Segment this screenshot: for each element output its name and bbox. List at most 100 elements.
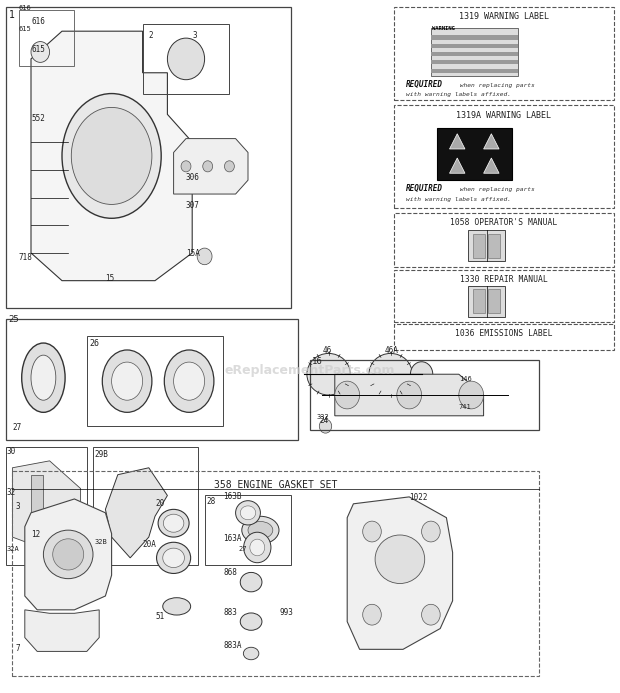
Bar: [437, 128, 511, 180]
Polygon shape: [105, 468, 167, 558]
Bar: [12, 471, 539, 676]
Bar: [473, 289, 485, 313]
Bar: [431, 52, 518, 56]
Circle shape: [31, 42, 50, 62]
Bar: [6, 7, 291, 308]
Polygon shape: [25, 499, 112, 610]
Text: 24: 24: [319, 416, 329, 425]
Circle shape: [250, 539, 265, 556]
Text: 1319 WARNING LABEL: 1319 WARNING LABEL: [459, 12, 549, 21]
Text: 26: 26: [90, 340, 100, 349]
Bar: [6, 319, 298, 440]
Ellipse shape: [369, 353, 412, 395]
Text: 1058 OPERATOR'S MANUAL: 1058 OPERATOR'S MANUAL: [450, 218, 557, 227]
Bar: [488, 289, 500, 313]
Ellipse shape: [242, 516, 279, 544]
Text: 332: 332: [316, 414, 329, 420]
Bar: [468, 286, 505, 317]
Text: 615: 615: [19, 26, 32, 32]
Ellipse shape: [241, 613, 262, 631]
Bar: [19, 10, 74, 66]
Bar: [205, 495, 291, 565]
Bar: [31, 527, 40, 558]
Text: 1330 REPAIR MANUAL: 1330 REPAIR MANUAL: [460, 275, 547, 284]
Text: 718: 718: [19, 253, 32, 262]
Text: 358 ENGINE GASKET SET: 358 ENGINE GASKET SET: [215, 480, 337, 489]
Text: 1319A WARNING LABEL: 1319A WARNING LABEL: [456, 111, 551, 120]
Circle shape: [197, 248, 212, 265]
Polygon shape: [450, 134, 465, 149]
Ellipse shape: [248, 522, 273, 539]
Bar: [394, 105, 614, 208]
Text: 552: 552: [31, 114, 45, 123]
Text: REQUIRED: REQUIRED: [406, 184, 443, 193]
Circle shape: [203, 161, 213, 172]
Ellipse shape: [31, 355, 56, 400]
Bar: [394, 324, 614, 350]
Text: 883: 883: [223, 608, 237, 617]
Ellipse shape: [158, 509, 189, 537]
Text: 51: 51: [155, 612, 164, 621]
Bar: [310, 360, 539, 430]
Text: 146: 146: [459, 376, 472, 382]
Bar: [394, 270, 614, 322]
Text: when replacing parts: when replacing parts: [456, 186, 534, 191]
Text: 3: 3: [16, 502, 20, 511]
Polygon shape: [484, 158, 499, 173]
Bar: [143, 24, 229, 94]
Text: 1: 1: [9, 10, 15, 20]
Text: 46A: 46A: [384, 346, 398, 356]
Bar: [93, 447, 198, 565]
Text: 306: 306: [186, 173, 200, 182]
Ellipse shape: [112, 362, 143, 400]
Circle shape: [410, 362, 433, 387]
Circle shape: [167, 38, 205, 80]
Text: 993: 993: [279, 608, 293, 617]
Text: 27: 27: [239, 546, 247, 552]
Bar: [394, 7, 614, 100]
Text: 15: 15: [105, 274, 115, 283]
Ellipse shape: [236, 500, 260, 525]
Text: 32A: 32A: [7, 546, 20, 552]
Text: 29B: 29B: [95, 450, 108, 459]
Text: 46: 46: [322, 346, 332, 356]
Text: 163A: 163A: [223, 534, 242, 543]
Text: 163B: 163B: [223, 492, 242, 501]
Ellipse shape: [375, 535, 425, 584]
Circle shape: [335, 381, 360, 409]
Ellipse shape: [174, 362, 205, 400]
Text: with warning labels affixed.: with warning labels affixed.: [406, 197, 511, 202]
Text: 7: 7: [16, 644, 20, 653]
Text: 27: 27: [12, 423, 22, 432]
Text: 868: 868: [223, 568, 237, 577]
Text: 16: 16: [312, 357, 322, 366]
Bar: [468, 230, 505, 261]
Text: when replacing parts: when replacing parts: [456, 82, 534, 87]
Bar: [87, 336, 223, 426]
Bar: [473, 234, 485, 258]
Bar: [6, 447, 87, 565]
Ellipse shape: [22, 343, 65, 412]
Polygon shape: [25, 610, 99, 651]
Circle shape: [459, 381, 484, 409]
Circle shape: [181, 161, 191, 172]
Bar: [431, 60, 518, 64]
Text: 2: 2: [149, 31, 153, 40]
Polygon shape: [174, 139, 248, 194]
Ellipse shape: [164, 514, 184, 532]
Circle shape: [397, 381, 422, 409]
Ellipse shape: [62, 94, 161, 218]
Bar: [488, 234, 500, 258]
Text: 12: 12: [31, 530, 40, 539]
Polygon shape: [12, 461, 81, 551]
Ellipse shape: [162, 597, 190, 615]
Text: with warning labels affixed.: with warning labels affixed.: [406, 92, 511, 97]
Polygon shape: [31, 31, 192, 281]
Circle shape: [224, 161, 234, 172]
Text: 28: 28: [206, 497, 216, 506]
Text: 1036 EMISSIONS LABEL: 1036 EMISSIONS LABEL: [455, 329, 552, 338]
Ellipse shape: [43, 530, 93, 579]
Ellipse shape: [307, 353, 350, 395]
Ellipse shape: [53, 539, 84, 570]
Text: 307: 307: [186, 201, 200, 210]
